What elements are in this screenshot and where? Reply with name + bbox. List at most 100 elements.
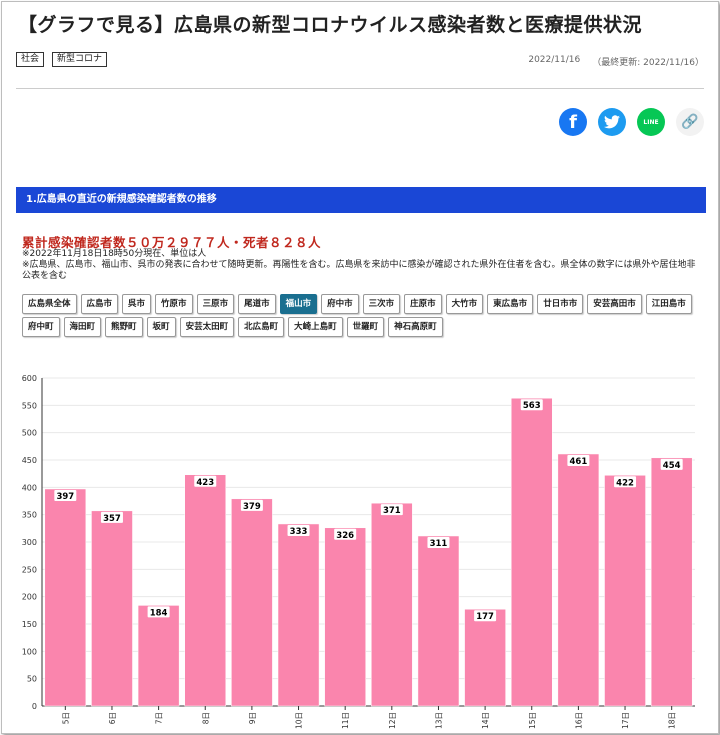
data-label: 423 bbox=[196, 478, 214, 488]
cases-bar-chart: 0 50 100 150 200 250 300 350 400 450 500 550 600 397 5… bbox=[22, 374, 695, 729]
city-button[interactable]: 呉市 bbox=[122, 294, 152, 314]
city-button[interactable]: 府中町 bbox=[22, 317, 60, 337]
city-button[interactable]: 三次市 bbox=[362, 294, 401, 314]
city-button[interactable]: 東広島市 bbox=[487, 294, 534, 314]
data-label: 563 bbox=[523, 401, 541, 411]
line-icon: LINE bbox=[643, 118, 659, 126]
data-label: 357 bbox=[103, 514, 121, 524]
x-tick-label: 13日 bbox=[434, 712, 443, 729]
copy-link-button[interactable]: 🔗 bbox=[676, 108, 704, 136]
city-button[interactable]: 府中市 bbox=[321, 294, 359, 314]
city-selector: 広島県全体 広島市 呉市 竹原市 三原市 尾道市 福山市 府中市 三次市 庄原市 大竹市 東広島市 廿日… bbox=[22, 294, 702, 337]
share-buttons: f LINE 🔗 bbox=[559, 108, 704, 136]
bar bbox=[137, 605, 180, 707]
bar bbox=[604, 475, 646, 707]
city-button[interactable]: 大竹市 bbox=[445, 294, 484, 314]
page-title: 【グラフで見る】広島県の新型コロナウイルス感染者数と医療提供状況 bbox=[18, 14, 643, 36]
article-dates: 2022/11/16 （最終更新: 2022/11/16） bbox=[528, 55, 704, 68]
city-button[interactable]: 坂町 bbox=[146, 317, 176, 337]
y-tick-label: 200 bbox=[22, 593, 37, 602]
data-label: 397 bbox=[56, 492, 74, 502]
bar bbox=[371, 502, 413, 707]
data-label-bg bbox=[380, 504, 403, 516]
publish-date: 2022/11/16 bbox=[528, 55, 581, 65]
city-button[interactable]: 安芸高田市 bbox=[587, 294, 642, 314]
bar bbox=[650, 457, 693, 707]
x-tick-label: 15日 bbox=[528, 712, 537, 729]
bar bbox=[184, 474, 227, 707]
y-tick-label: 500 bbox=[22, 429, 37, 438]
data-label-bg bbox=[100, 511, 123, 523]
x-tick-label: 6日 bbox=[108, 712, 117, 724]
data-label: 333 bbox=[290, 527, 308, 537]
y-tick-label: 300 bbox=[22, 538, 37, 547]
data-label-bg bbox=[660, 458, 683, 470]
y-tick-label: 100 bbox=[22, 647, 37, 656]
cumulative-summary: 累計感染確認者数５０万２９７７人・死者８２８人 bbox=[22, 235, 322, 250]
city-button[interactable]: 海田町 bbox=[63, 317, 102, 337]
data-label-bg bbox=[474, 610, 497, 622]
city-button[interactable]: 庄原市 bbox=[404, 294, 442, 314]
y-tick-label: 250 bbox=[22, 565, 37, 574]
y-tick-label: 50 bbox=[27, 675, 37, 684]
city-button[interactable]: 熊野町 bbox=[105, 317, 143, 337]
y-tick-label: 550 bbox=[22, 401, 37, 410]
data-label-bg bbox=[614, 476, 637, 488]
city-button[interactable]: 神石高原町 bbox=[388, 317, 443, 337]
y-tick-label: 600 bbox=[22, 374, 37, 383]
y-tick-label: 350 bbox=[22, 511, 37, 520]
city-button[interactable]: 三原市 bbox=[196, 294, 235, 314]
city-button[interactable]: 江田島市 bbox=[645, 294, 692, 314]
twitter-icon bbox=[604, 115, 620, 129]
facebook-icon: f bbox=[569, 111, 577, 133]
x-tick-label: 9日 bbox=[248, 712, 257, 724]
x-tick-label: 17日 bbox=[621, 712, 630, 729]
data-label-bg bbox=[240, 499, 263, 511]
x-tick-label: 11日 bbox=[341, 712, 350, 729]
bar bbox=[464, 608, 506, 707]
twitter-share-button[interactable] bbox=[598, 108, 626, 136]
line-share-button[interactable]: LINE bbox=[637, 108, 665, 136]
notes: ※2022年11月18日18時50分現在、単位は人 ※広島県、広島市、福山市、呉… bbox=[22, 249, 702, 282]
y-tick-label: 450 bbox=[22, 456, 37, 465]
x-tick-label: 14日 bbox=[481, 712, 490, 729]
data-label-bg bbox=[334, 528, 357, 540]
data-label: 177 bbox=[476, 612, 494, 622]
bar bbox=[324, 527, 366, 707]
city-button[interactable]: 大崎上島町 bbox=[288, 317, 343, 337]
data-label-bg bbox=[54, 489, 77, 501]
tag-society[interactable]: 社会 bbox=[16, 52, 45, 67]
city-button[interactable]: 北広島町 bbox=[238, 317, 285, 337]
data-label-bg bbox=[520, 399, 543, 411]
x-tick-label: 8日 bbox=[201, 712, 210, 724]
city-button[interactable]: 広島県全体 bbox=[22, 294, 77, 314]
city-button[interactable]: 広島市 bbox=[80, 294, 119, 314]
x-tick-label: 7日 bbox=[155, 712, 164, 724]
data-label-bg bbox=[427, 536, 450, 548]
city-button[interactable]: 世羅町 bbox=[346, 317, 385, 337]
y-tick-label: 400 bbox=[22, 483, 37, 492]
bar bbox=[91, 510, 133, 707]
data-label: 184 bbox=[150, 608, 168, 618]
divider bbox=[16, 88, 704, 89]
data-label-bg bbox=[567, 454, 590, 466]
city-button[interactable]: 福山市 bbox=[279, 294, 318, 314]
data-label: 461 bbox=[570, 457, 588, 467]
x-tick-label: 16日 bbox=[574, 712, 583, 729]
note-time: ※2022年11月18日18時50分現在、単位は人 bbox=[22, 249, 207, 259]
city-button[interactable]: 竹原市 bbox=[155, 294, 193, 314]
city-button[interactable]: 尾道市 bbox=[238, 294, 276, 314]
bar bbox=[417, 535, 460, 707]
data-label: 422 bbox=[616, 478, 634, 488]
facebook-share-button[interactable]: f bbox=[559, 108, 587, 136]
bar bbox=[510, 397, 553, 707]
note-detail: ※広島県、広島市、福山市、呉市の発表に合わせて随時更新。再陽性を含む。広島県を来… bbox=[22, 260, 696, 281]
section-heading: 1.広島県の直近の新規感染確認者数の推移 bbox=[16, 187, 706, 213]
tag-list: 社会 新型コロナ bbox=[16, 52, 108, 67]
x-tick-label: 5日 bbox=[61, 712, 70, 724]
city-button[interactable]: 廿日市市 bbox=[537, 294, 584, 314]
city-button[interactable]: 安芸太田町 bbox=[179, 317, 235, 337]
bar bbox=[231, 498, 273, 707]
tag-covid[interactable]: 新型コロナ bbox=[52, 52, 108, 67]
data-label: 326 bbox=[336, 531, 354, 541]
